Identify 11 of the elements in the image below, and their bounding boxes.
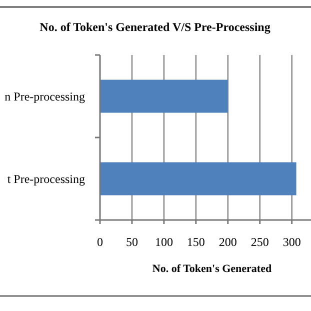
- x-tick-label: 150: [186, 235, 205, 249]
- y-tick-label: n Pre-processing: [4, 89, 85, 104]
- x-tick-label: 300: [282, 235, 301, 249]
- x-tick-label: 100: [154, 235, 173, 249]
- x-tick-label: 250: [250, 235, 269, 249]
- x-tick-label: 50: [126, 235, 138, 249]
- y-tick-label: t Pre-processing: [7, 172, 85, 186]
- chart-title: No. of Token's Generated V/S Pre-Processing: [40, 20, 270, 34]
- x-axis-title: No. of Token's Generated: [152, 263, 272, 275]
- x-tick-label: 200: [218, 235, 237, 249]
- x-tick-label: 0: [97, 235, 103, 249]
